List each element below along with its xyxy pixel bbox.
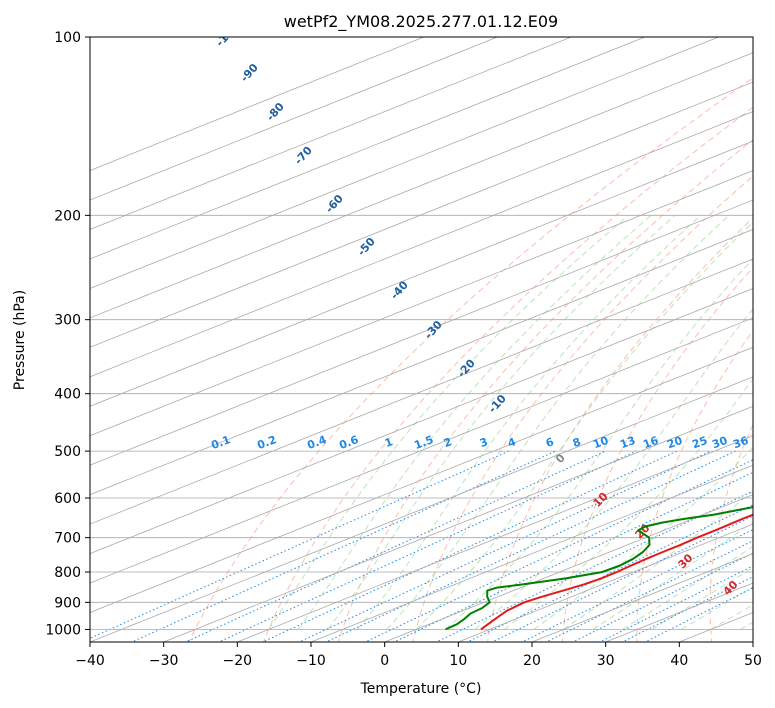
x-tick-label: 50 xyxy=(744,653,762,669)
y-tick-label: 400 xyxy=(54,387,81,403)
x-tick-label: −20 xyxy=(223,653,253,669)
mixing-ratio-label: 0.6 xyxy=(337,433,360,452)
isotherm-line xyxy=(90,37,719,289)
y-tick-label: 300 xyxy=(54,313,81,329)
isotherm-line xyxy=(90,37,572,230)
isotherm-line xyxy=(90,52,753,319)
mixing-ratio-line xyxy=(298,450,712,642)
y-tick-label: 500 xyxy=(54,444,81,460)
mixing-ratio-line xyxy=(644,587,753,642)
isotherm-line xyxy=(90,317,753,584)
dewpoint-profile-line xyxy=(445,506,753,631)
x-tick-label: 20 xyxy=(523,653,541,669)
y-tick-label: 900 xyxy=(54,595,81,611)
isotherm-line xyxy=(237,435,753,642)
isotherm-line xyxy=(90,229,753,496)
moist-adiabat-line xyxy=(445,258,753,630)
y-tick-label: 700 xyxy=(54,531,81,547)
mixing-ratio-label: 0.1 xyxy=(209,433,232,452)
moist-adiabat-line xyxy=(297,214,652,630)
mixing-ratio-line xyxy=(90,450,510,639)
y-axis: 1000 900 800 700 600 500 400 300 200 100 xyxy=(45,30,90,638)
mixing-ratio-label: 8 xyxy=(571,435,583,450)
mixing-ratio-line xyxy=(324,450,736,642)
x-tick-label: −10 xyxy=(296,653,326,669)
isotherm-line xyxy=(90,287,753,555)
isotherm-line xyxy=(90,346,753,613)
isotherm-line xyxy=(90,376,753,642)
isotherm-line xyxy=(90,37,424,171)
x-tick-label: −40 xyxy=(75,653,105,669)
mixing-ratio-line xyxy=(217,450,637,642)
mixing-ratio-label: 4 xyxy=(506,435,518,450)
mixing-ratio-line xyxy=(184,450,606,642)
isotherm-line xyxy=(90,199,753,466)
y-tick-label: 800 xyxy=(54,565,81,581)
mixing-ratio-line xyxy=(364,459,753,642)
chart-title: wetPf2_YM08.2025.277.01.12.E09 xyxy=(284,12,558,32)
isotherm-line xyxy=(458,523,753,642)
moist-adiabat-line xyxy=(386,214,730,630)
y-tick-label: 600 xyxy=(54,491,81,507)
isotherm-line xyxy=(90,37,498,201)
mixing-ratio-label: 20 xyxy=(665,434,684,452)
mixing-ratio-line xyxy=(621,576,753,642)
mixing-ratio-line xyxy=(393,471,753,642)
moist-adiabat-line xyxy=(651,567,753,630)
y-tick-label: 1000 xyxy=(45,622,81,638)
mixing-ratio-line xyxy=(571,552,753,642)
isotherm-line xyxy=(90,81,753,348)
mixing-ratio-line xyxy=(520,529,753,642)
x-axis: −40 −30 −20 −10 0 10 20 30 40 50 xyxy=(75,642,762,669)
x-tick-label: 0 xyxy=(380,653,389,669)
isotherm-line xyxy=(384,494,753,642)
grid-layer xyxy=(90,37,753,642)
dry-adiabat-line xyxy=(188,77,753,642)
y-tick-label: 100 xyxy=(54,30,81,46)
isotherm-line xyxy=(90,140,753,407)
mixing-ratio-label: 1.5 xyxy=(412,433,435,452)
mixing-ratio-label: 25 xyxy=(690,434,709,451)
mixing-ratio-label: 13 xyxy=(618,434,637,451)
x-tick-label: 30 xyxy=(597,653,615,669)
isotherm-line xyxy=(90,170,753,437)
y-axis-label: Pressure (hPa) xyxy=(12,290,28,390)
moist-adiabat-line xyxy=(681,586,753,630)
mixing-ratio-label: 3 xyxy=(478,435,490,450)
mixing-ratio-label: 1 xyxy=(383,435,395,450)
isotherm-line xyxy=(310,464,753,642)
mixing-ratio-label: 16 xyxy=(641,434,660,452)
x-axis-label: Temperature (°C) xyxy=(360,681,482,697)
isotherm-line xyxy=(90,37,645,260)
isotherm-line xyxy=(163,405,753,642)
x-tick-label: 10 xyxy=(449,653,467,669)
mixing-ratio-label: 10 xyxy=(591,434,610,452)
isotherm-line xyxy=(90,111,753,378)
x-tick-label: 40 xyxy=(670,653,688,669)
plot-frame xyxy=(89,36,754,643)
series-layer xyxy=(445,506,753,631)
x-tick-label: −30 xyxy=(149,653,179,669)
temperature-profile-line xyxy=(480,513,753,631)
mixing-ratio-label: 2 xyxy=(442,435,454,450)
mixing-ratio-label: 0.2 xyxy=(255,433,278,452)
mixing-ratio-label: 36 xyxy=(731,434,750,452)
moist-adiabat-line xyxy=(327,214,676,630)
dry-adiabat-line xyxy=(262,106,753,642)
mixing-ratio-line xyxy=(598,565,753,642)
y-tick-label: 200 xyxy=(54,208,81,224)
plot-area xyxy=(90,37,753,642)
isotherm-line xyxy=(90,258,753,525)
mixing-ratio-label: 0.4 xyxy=(305,433,328,452)
mixing-ratio-line xyxy=(130,450,556,642)
mixing-ratio-label: 30 xyxy=(710,434,729,452)
mixing-ratio-label: 6 xyxy=(544,435,556,450)
